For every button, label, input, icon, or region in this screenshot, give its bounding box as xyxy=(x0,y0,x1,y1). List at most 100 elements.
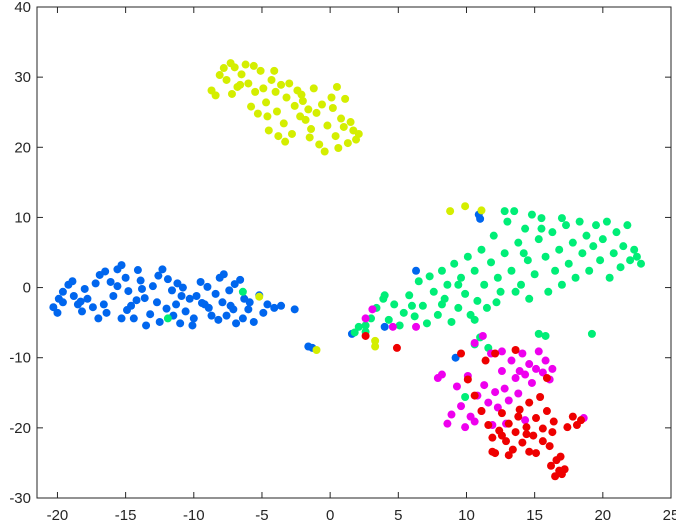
data-point xyxy=(371,336,380,345)
data-point xyxy=(307,125,316,134)
data-point xyxy=(562,221,571,230)
data-point xyxy=(320,147,329,156)
data-point xyxy=(443,419,452,428)
data-point xyxy=(287,129,296,138)
data-point xyxy=(585,266,594,275)
data-point xyxy=(534,235,543,244)
data-point xyxy=(279,119,288,128)
y-axis-tick-labels: -30 -20 -10 0 10 20 30 40 xyxy=(9,0,31,507)
data-point xyxy=(241,60,250,69)
data-point xyxy=(637,259,646,268)
data-point xyxy=(196,277,205,286)
data-point xyxy=(146,310,155,319)
data-point xyxy=(437,370,446,379)
data-point xyxy=(282,93,291,102)
data-point xyxy=(578,249,587,258)
data-point xyxy=(327,93,336,102)
data-point xyxy=(361,331,370,340)
data-point xyxy=(461,289,470,298)
data-point xyxy=(399,308,408,317)
data-point xyxy=(529,431,538,440)
data-point xyxy=(470,266,479,275)
data-point xyxy=(619,242,628,251)
data-point xyxy=(264,126,273,135)
x-axis-tick-labels: -20 -15 -10 -5 0 5 10 15 20 25 xyxy=(47,507,676,523)
data-point xyxy=(270,303,279,312)
data-point xyxy=(148,282,157,291)
data-point xyxy=(388,322,397,331)
data-point xyxy=(219,64,228,73)
data-point xyxy=(547,461,556,470)
data-point xyxy=(290,305,299,314)
data-point xyxy=(598,235,607,244)
data-point xyxy=(500,384,509,393)
data-point xyxy=(277,301,286,310)
data-point xyxy=(632,252,641,261)
y-tick-label: -10 xyxy=(9,350,31,367)
data-point xyxy=(491,349,500,358)
x-tick-label: -15 xyxy=(115,507,137,523)
data-point xyxy=(238,314,247,323)
data-point xyxy=(339,122,348,131)
data-point xyxy=(117,261,126,270)
data-point xyxy=(392,343,401,352)
data-point xyxy=(129,314,138,323)
data-point xyxy=(407,301,416,310)
data-point xyxy=(414,277,423,286)
data-point xyxy=(497,347,506,356)
y-tick-label: 40 xyxy=(14,0,31,16)
data-point xyxy=(244,79,253,88)
series-1 xyxy=(163,207,646,401)
data-point xyxy=(58,298,67,307)
data-point xyxy=(163,275,172,284)
data-point xyxy=(244,305,253,314)
data-point xyxy=(412,322,421,331)
data-point xyxy=(525,360,534,369)
data-point xyxy=(255,292,264,301)
data-point xyxy=(222,311,231,320)
y-tick-label: 30 xyxy=(14,69,31,86)
data-point xyxy=(163,314,172,323)
data-point xyxy=(630,245,639,254)
data-point xyxy=(158,265,167,274)
data-point xyxy=(457,273,466,282)
data-point xyxy=(390,300,399,309)
data-point xyxy=(532,364,541,373)
data-point xyxy=(450,259,459,268)
data-point xyxy=(173,279,182,288)
data-point xyxy=(481,356,490,365)
data-point xyxy=(312,345,321,354)
y-tick-label: 10 xyxy=(14,209,31,226)
data-point xyxy=(132,296,141,305)
y-tick-label: 0 xyxy=(23,280,31,297)
data-point xyxy=(500,207,509,216)
data-point xyxy=(53,308,62,317)
data-point xyxy=(227,89,236,98)
data-point xyxy=(152,298,161,307)
data-point xyxy=(188,321,197,330)
data-point xyxy=(137,284,146,293)
data-point xyxy=(530,270,539,279)
data-point xyxy=(124,287,133,296)
x-tick-label: 10 xyxy=(458,507,475,523)
data-point xyxy=(548,228,557,237)
data-point xyxy=(77,307,86,316)
series-2 xyxy=(207,59,486,354)
data-point xyxy=(470,417,479,426)
data-point xyxy=(76,297,85,306)
data-point xyxy=(412,266,421,275)
data-point xyxy=(493,273,502,282)
data-point xyxy=(557,280,566,289)
data-point xyxy=(480,280,489,289)
data-point xyxy=(575,217,584,226)
data-point xyxy=(626,256,635,265)
data-point xyxy=(154,271,163,280)
data-point xyxy=(204,303,213,312)
data-point xyxy=(142,321,151,330)
data-point xyxy=(447,317,456,326)
data-point xyxy=(532,449,541,458)
data-point xyxy=(232,319,241,328)
data-point xyxy=(230,280,239,289)
data-point xyxy=(507,356,516,365)
data-point xyxy=(525,294,534,303)
